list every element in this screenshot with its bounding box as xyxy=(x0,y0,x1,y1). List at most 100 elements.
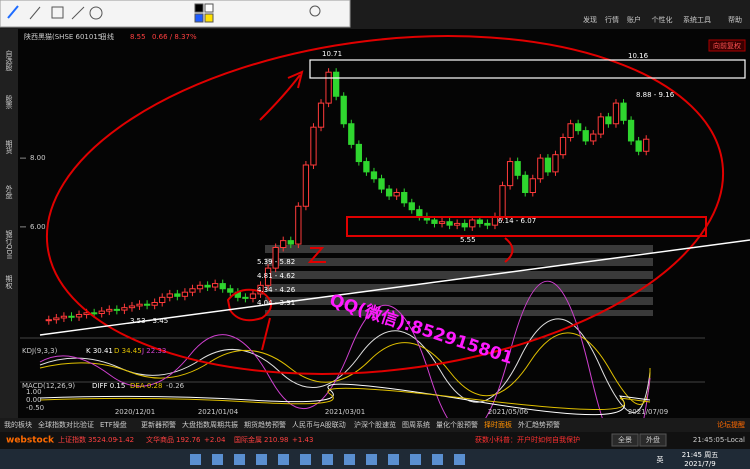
candle xyxy=(264,267,272,286)
hand-annotations xyxy=(45,35,725,375)
candle xyxy=(143,303,151,306)
candle xyxy=(408,202,415,211)
index-change: -1.42 xyxy=(116,436,134,444)
clock: 21:45:05-Local xyxy=(693,436,745,444)
candle xyxy=(522,174,529,193)
kdj-k: K 30.41 xyxy=(86,347,113,355)
change: 0.66 / 8.37% xyxy=(152,33,197,41)
candle xyxy=(582,130,589,142)
candle xyxy=(416,209,423,218)
candle xyxy=(597,116,604,135)
price-label: 5.55 xyxy=(460,236,476,244)
status-button-label[interactable]: 全景 xyxy=(618,435,632,444)
sidebar-item[interactable]: 自选股 xyxy=(5,49,13,72)
tab[interactable]: 人民币与A股联动 xyxy=(292,420,346,429)
candle xyxy=(454,222,461,226)
candle xyxy=(348,123,355,145)
candle xyxy=(559,137,567,156)
sidebar-item[interactable]: 外盘 xyxy=(5,184,13,199)
adjust-button[interactable] xyxy=(708,39,746,52)
tab[interactable]: 大盘指数周期共振 xyxy=(182,420,238,429)
menu-item[interactable]: 发现 xyxy=(583,15,597,24)
price-label: 4.34 - 4.26 xyxy=(257,286,296,294)
macd-diff: DIFF 0.15 xyxy=(92,382,125,390)
status-button-label[interactable]: 外盘 xyxy=(646,435,660,444)
candle xyxy=(401,192,408,204)
candle xyxy=(378,178,385,190)
index-change: +2.04 xyxy=(204,436,226,444)
index-value: 210.98 xyxy=(264,436,289,444)
candle xyxy=(612,102,620,125)
forum[interactable]: 论坛提醒 xyxy=(717,420,745,429)
macd-hist: -0.26 xyxy=(166,382,185,390)
menu-item[interactable]: 个性化 xyxy=(652,15,673,24)
task-time: 21:45 周五 xyxy=(682,451,718,459)
index-name: 文华商品 xyxy=(146,435,174,444)
date-label: 2021/07/09 xyxy=(628,408,668,416)
menu-item[interactable]: 帮助 xyxy=(728,15,742,24)
macd-tick: 0.00 xyxy=(26,396,42,404)
candle xyxy=(121,307,128,311)
candle xyxy=(340,95,347,125)
candle xyxy=(159,296,166,303)
candle xyxy=(385,188,393,197)
candle xyxy=(272,247,279,269)
adjust[interactable]: 向前复权 xyxy=(713,41,741,50)
candle xyxy=(91,312,98,315)
volume-profile xyxy=(265,245,653,316)
tab[interactable]: 期货趋势预警 xyxy=(244,420,286,429)
tab[interactable]: 更新器预警 xyxy=(141,420,176,429)
index-value: 192.76 xyxy=(176,436,201,444)
trend-line xyxy=(39,239,750,336)
tab[interactable]: 沪深个股速览 xyxy=(354,420,396,429)
tab[interactable]: 量化个股预警 xyxy=(436,420,478,429)
tab[interactable]: 图周系统 xyxy=(402,420,430,429)
sidebar-item[interactable]: 期货 xyxy=(5,140,13,155)
candle xyxy=(461,222,468,228)
tab[interactable]: 我的板块 xyxy=(4,420,32,429)
tab[interactable]: 外汇趋势预警 xyxy=(518,420,560,429)
candle xyxy=(196,284,204,290)
sidebar xyxy=(0,29,18,420)
tip: 获数小科普：开户时如何自我保护 xyxy=(475,435,580,444)
candle xyxy=(113,308,120,311)
draw-toolbar[interactable] xyxy=(0,0,351,28)
status-button[interactable] xyxy=(639,433,667,447)
tab[interactable]: 择时面板 xyxy=(484,420,512,429)
index-name: 国际金属 xyxy=(234,435,262,444)
status-button[interactable] xyxy=(611,433,639,447)
tab[interactable]: ETF操盘 xyxy=(100,420,127,429)
resistance-box xyxy=(309,59,746,79)
menu-item[interactable]: 行情 xyxy=(605,15,619,24)
candle xyxy=(310,126,317,166)
candle xyxy=(106,308,113,312)
candle xyxy=(68,315,75,318)
period[interactable]: 日线 xyxy=(100,32,114,41)
price-label: 5.39 - 5.82 xyxy=(257,258,295,266)
index-value: 3524.09 xyxy=(88,436,117,444)
menu-item[interactable]: 账户 xyxy=(627,15,641,24)
candle xyxy=(174,293,181,297)
sidebar-item[interactable]: 银行QDII xyxy=(5,229,13,259)
index-change: +1.43 xyxy=(292,436,313,444)
candle xyxy=(280,240,287,248)
y-tick-label: 6.00 xyxy=(30,223,46,231)
chart-header: 陕西黑猫(SHSE 601015) 日线 8.55 0.66 / 8.37% 向… xyxy=(24,32,746,52)
candle xyxy=(355,143,362,163)
tab[interactable]: 全球指数对比验证 xyxy=(38,420,94,429)
sidebar-item[interactable]: 股票 xyxy=(5,95,13,109)
candle xyxy=(567,123,574,138)
price-label: 10.16 xyxy=(628,52,649,60)
candle xyxy=(189,288,196,293)
sidebar-item[interactable]: 期权 xyxy=(5,275,13,290)
symbol: 陕西黑猫(SHSE 601015) xyxy=(24,32,105,41)
candle xyxy=(643,138,650,152)
menu-item[interactable]: 系统工具 xyxy=(683,15,711,24)
candle xyxy=(393,192,400,197)
candle xyxy=(242,296,249,299)
candle xyxy=(514,161,521,176)
status-bar xyxy=(0,432,750,449)
price-label: 6.14 - 6.07 xyxy=(498,217,536,225)
candle xyxy=(128,305,136,309)
